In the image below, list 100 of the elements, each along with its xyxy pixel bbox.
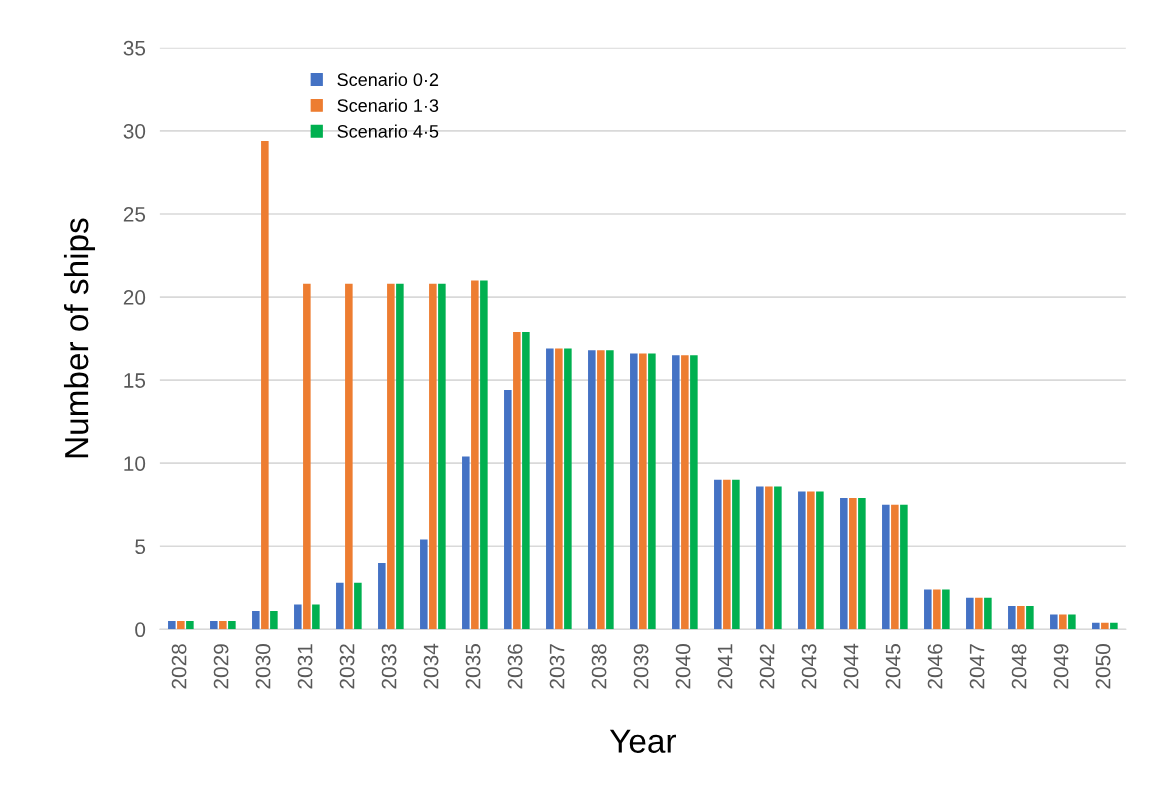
bar (480, 280, 488, 630)
bar (714, 479, 722, 630)
y-tick-label: 25 (123, 206, 146, 222)
y-tick-label: 35 (123, 40, 146, 56)
bar (639, 353, 647, 630)
legend-label: Scenario 1·3 (337, 98, 439, 112)
x-tick-label: 2034 (423, 643, 439, 689)
bar (891, 504, 899, 630)
bar (186, 621, 194, 630)
bar (1008, 606, 1016, 630)
x-tick-label: 2029 (213, 644, 229, 689)
bar (942, 589, 950, 630)
bar (606, 350, 614, 630)
bar (858, 498, 866, 630)
bar (672, 355, 680, 630)
y-tick-label: 5 (135, 539, 146, 555)
bar (807, 491, 815, 630)
bar (564, 348, 572, 630)
bar (924, 589, 932, 630)
y-tick-label: 15 (124, 373, 146, 388)
bar (270, 611, 278, 630)
bar (723, 479, 731, 630)
bar (177, 621, 185, 630)
bar (1101, 622, 1109, 630)
legend-label: Scenario 4·5 (337, 124, 439, 138)
bar (504, 390, 512, 630)
bar (387, 283, 395, 630)
bar (690, 355, 698, 630)
bar (774, 486, 782, 630)
x-tick-label: 2038 (591, 644, 607, 689)
bar (966, 597, 974, 630)
bar (378, 562, 386, 630)
x-tick-label: 2043 (801, 644, 817, 689)
bar (546, 348, 554, 630)
bar (336, 582, 344, 630)
bar (756, 486, 764, 630)
x-tick-label: 2041 (717, 644, 733, 689)
x-tick-label: 2045 (885, 644, 901, 689)
bar (252, 611, 260, 630)
bar (438, 283, 446, 630)
bar (648, 353, 656, 630)
bar (555, 348, 563, 630)
bar (798, 491, 806, 630)
bar (933, 589, 941, 630)
bar (1026, 606, 1034, 630)
x-tick-label: 2048 (1011, 644, 1027, 689)
bar (630, 353, 638, 630)
bar (765, 486, 773, 630)
bar (354, 582, 362, 630)
legend-label: Scenario 0·2 (337, 72, 439, 87)
y-tick-label: 10 (124, 456, 146, 471)
x-tick-label: 2030 (255, 644, 271, 689)
y-tick-label: 0 (135, 622, 146, 638)
x-tick-label: 2046 (927, 644, 943, 689)
x-tick-label: 2040 (675, 644, 691, 689)
bar (984, 597, 992, 630)
bar (1017, 606, 1025, 630)
bar (420, 539, 428, 630)
bar (588, 350, 596, 630)
x-axis-title: Year (609, 729, 676, 753)
bar (849, 498, 857, 630)
x-tick-label: 2036 (507, 644, 523, 689)
bar (975, 597, 983, 630)
x-tick-label: 2047 (969, 644, 985, 689)
x-tick-label: 2039 (633, 644, 649, 689)
x-tick-label: 2044 (843, 643, 859, 689)
bar (168, 621, 176, 630)
x-tick-label: 2033 (381, 644, 397, 689)
bar (312, 604, 320, 630)
bar (900, 504, 908, 630)
y-tick-label: 30 (123, 123, 146, 139)
x-tick-label: 2049 (1053, 644, 1069, 689)
bar (1092, 622, 1100, 630)
bar (462, 456, 470, 630)
bar (303, 283, 311, 630)
bar (597, 350, 605, 630)
bar (681, 355, 689, 630)
bar (1110, 622, 1118, 630)
bar (471, 280, 479, 630)
bar (1068, 614, 1076, 630)
bar (210, 621, 218, 630)
bar (816, 491, 824, 630)
x-tick-label: 2028 (171, 644, 187, 689)
x-tick-label: 2031 (297, 644, 313, 689)
x-tick-label: 2035 (465, 644, 481, 689)
bar (429, 283, 437, 630)
bar (1050, 614, 1058, 630)
x-tick-label: 2050 (1095, 644, 1111, 689)
y-tick-label: 20 (123, 290, 146, 305)
bar (228, 621, 236, 630)
bar (513, 331, 521, 630)
bar (522, 331, 530, 630)
bar (882, 504, 890, 630)
bar (1059, 614, 1067, 630)
bar (219, 621, 227, 630)
x-tick-label: 2032 (339, 644, 355, 689)
bar (732, 479, 740, 630)
bar (840, 498, 848, 630)
x-tick-label: 2037 (549, 644, 565, 689)
x-tick-label: 2042 (759, 644, 775, 689)
